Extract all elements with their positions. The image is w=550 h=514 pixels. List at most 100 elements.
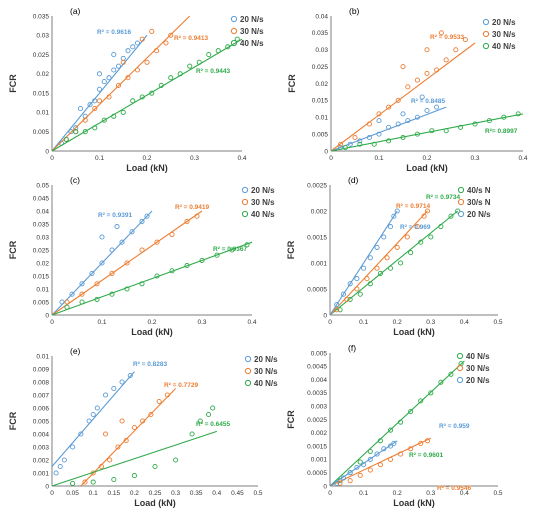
legend-marker [456,352,464,360]
r-squared-label: R²= 0.8997 [485,128,518,135]
x-axis-title: Load (kN) [393,498,435,508]
data-point [89,270,95,276]
y-tick-label: 0.025 [33,52,50,59]
legend: 20 N/s 30 N/s 40 N/s [241,186,275,219]
data-point [99,234,105,240]
legend-label: 20 N/s [240,15,264,24]
r-squared-label: R² = 0.9616 [97,29,132,36]
r-squared-label: R² = 0.9367 [213,246,248,253]
r-squared-label: R² = 0.9391 [98,212,133,219]
r-squared-label: R² = 0.8485 [411,98,446,105]
trendline [329,360,465,487]
x-tick-label: 0.4 [237,155,246,162]
x-tick-label: 0.15 [107,490,120,497]
trendline [51,34,148,152]
data-point [443,57,449,63]
legend-marker [241,186,249,194]
data-point [101,117,107,123]
y-tick-label: 0.05 [36,182,49,189]
x-tick-label: 0.4 [460,490,469,497]
data-point [184,218,190,224]
y-tick-label: 0.02 [36,260,49,267]
data-point [405,84,411,90]
data-point [376,118,382,124]
trendline [51,210,153,316]
trendline [51,430,217,487]
data-point [139,36,145,42]
data-point [398,260,404,266]
panel-label: (a) [70,6,81,16]
y-tick-label: 0.035 [33,13,50,20]
r-squared-label: R² = 0.9443 [196,68,231,75]
legend-label: 40 N/s [251,210,275,219]
panel-f: (f) 0 0.1 0.2 0.3 0.4 0.5 0 0.0005 0.001 0.0015 0.0… [286,343,503,508]
legend-marker [457,186,465,194]
data-point [61,457,67,463]
data-point [340,291,346,297]
y-tick-label: 0.003 [33,444,50,451]
legend-marker [244,379,252,387]
data-point [394,208,400,214]
data-point [127,372,133,379]
legend-label: 40 N/s [466,352,490,361]
series-blue: R² = 0.9391 [51,210,153,316]
data-point [424,107,430,114]
data-point [130,44,136,50]
series-green: R²= 0.8997 [330,111,524,152]
data-point [173,457,179,463]
data-point [453,47,459,53]
data-point [92,106,98,112]
y-tick-label: 0.002 [311,430,328,437]
data-point [408,408,414,415]
data-point [94,281,100,287]
data-point [103,431,109,437]
data-point [82,129,88,135]
legend-label: 30 N/s [492,30,516,39]
data-point [111,52,117,58]
data-point [376,131,382,137]
data-point [149,28,155,34]
data-point [199,257,205,263]
data-point [438,379,444,385]
x-tick-label: 0.2 [393,319,402,326]
y-tick-label: 0.0005 [307,286,327,293]
panel-label: (c) [70,175,80,185]
panel-label: (b) [349,6,360,16]
r-squared-label: R² = 0.8283 [133,361,168,368]
series-blue: R² = 0.969 [329,208,431,316]
legend: 20 N/s 30 N/s 40 N/s [230,15,264,48]
data-point [438,30,444,36]
y-tick-label: 0.0005 [307,470,327,477]
series-orange: R² = 0.9714 [329,203,431,316]
data-point [94,405,100,411]
data-point [115,82,122,88]
panel-label: (f) [348,343,356,353]
x-tick-label: 0.05 [66,490,79,497]
panel-label: (e) [70,346,81,356]
series-orange: R² = 0.9419 [51,204,210,316]
y-tick-label: 0.035 [33,221,50,228]
y-tick-label: 0.0045 [307,364,327,371]
series-orange: R² = 0.7729 [80,382,199,487]
data-point [73,129,79,135]
x-tick-label: 0.45 [231,490,244,497]
y-tick-label: 0.015 [312,98,329,105]
x-tick-label: 0.2 [393,490,402,497]
data-point [123,437,129,444]
trendline [329,210,428,316]
y-tick-label: 0.0035 [307,390,327,397]
y-tick-label: 0.002 [33,457,50,464]
r-squared-label: R² = 0.9413 [174,35,209,42]
series-green: R² = 0.9734 [329,194,461,316]
data-point [119,379,125,385]
legend-label: 20 N/s [467,210,491,219]
r-squared-label: R² = 0.6455 [196,421,231,428]
data-point [458,124,464,130]
trendline [51,241,253,316]
data-point [163,40,169,46]
y-tick-label: 0.0015 [307,234,327,241]
y-tick-label: 0.02 [36,71,49,78]
data-point [87,102,93,108]
r-squared-label: R² = 0.959 [439,423,470,430]
data-point [347,281,353,287]
